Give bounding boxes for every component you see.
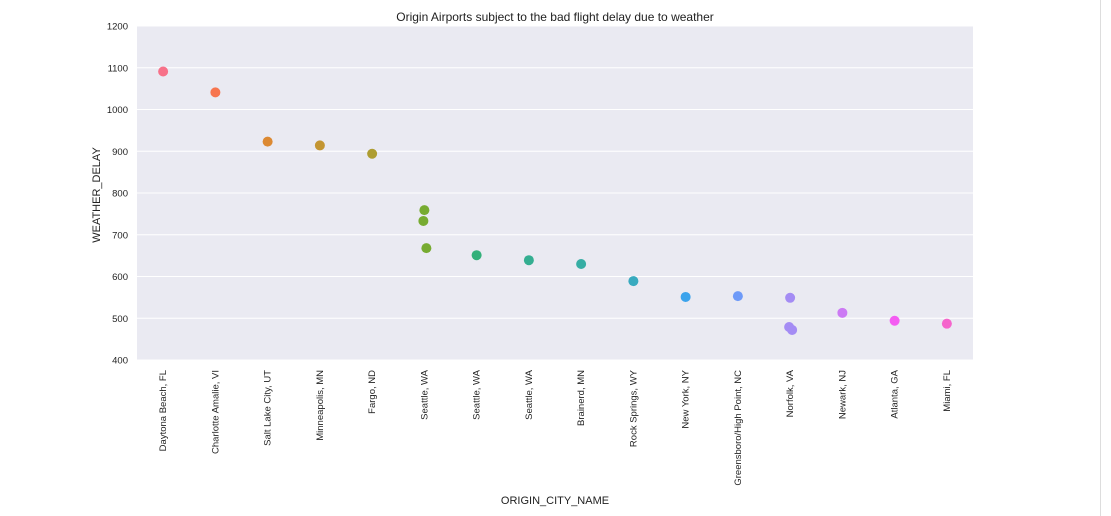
x-tick-label: Minneapolis, MN	[315, 370, 326, 441]
data-point	[941, 318, 952, 329]
x-axis-ticks: Daytona Beach, FL Charlotte Amalie, VI Sal…	[158, 369, 953, 485]
data-point	[523, 255, 534, 266]
x-tick-label: Greensboro/High Point, NC	[733, 370, 744, 486]
data-point	[418, 215, 429, 226]
y-tick-label: 1000	[107, 105, 128, 116]
gridlines	[137, 25, 973, 361]
x-axis-label: ORIGIN_CITY_NAME	[501, 495, 609, 507]
data-point	[471, 250, 482, 261]
y-tick-label: 1100	[108, 63, 128, 74]
x-tick-label: Atlanta, GA	[890, 369, 901, 418]
data-point	[628, 276, 639, 287]
x-tick-label: Charlotte Amalie, VI	[210, 370, 221, 454]
y-tick-label: 1200	[107, 22, 128, 33]
y-axis-ticks: 400 500 600 700 800 900 1000 1100 1200	[107, 22, 128, 367]
data-point	[680, 291, 691, 302]
x-tick-label: Newark, NJ	[837, 370, 848, 419]
x-tick-label: Rock Springs, WY	[628, 369, 639, 447]
x-tick-label: Salt Lake City, UT	[263, 370, 274, 446]
data-point	[787, 324, 798, 335]
y-tick-label: 700	[112, 230, 128, 241]
data-point	[314, 140, 325, 151]
y-axis-label: WEATHER_DELAY	[91, 147, 103, 243]
data-point	[367, 148, 378, 159]
x-tick-label: New York, NY	[681, 369, 692, 428]
data-point	[210, 87, 221, 98]
x-tick-label: Miami, FL	[942, 370, 953, 412]
x-tick-label: Seattle, WA	[524, 369, 535, 419]
x-tick-label: Seattle, WA	[419, 369, 430, 419]
x-tick-label: Daytona Beach, FL	[158, 370, 169, 451]
data-point	[785, 292, 796, 303]
y-tick-label: 400	[112, 356, 128, 367]
y-tick-label: 600	[112, 272, 128, 283]
x-tick-label: Brainerd, MN	[576, 370, 587, 426]
data-point	[158, 66, 169, 77]
data-point	[262, 136, 273, 147]
data-points	[158, 66, 952, 335]
data-point	[421, 243, 432, 254]
x-tick-label: Norfolk, VA	[785, 369, 796, 417]
data-point	[732, 291, 743, 302]
y-tick-label: 500	[112, 314, 128, 325]
data-point	[889, 315, 900, 326]
x-tick-label: Seattle, WA	[472, 369, 483, 419]
y-tick-label: 800	[112, 189, 128, 200]
y-tick-label: 900	[112, 147, 128, 158]
data-point	[837, 307, 848, 318]
data-point	[419, 205, 430, 216]
data-point	[576, 258, 587, 269]
window-edge	[1100, 0, 1101, 516]
chart-title: Origin Airports subject to the bad fligh…	[396, 10, 714, 24]
x-tick-label: Fargo, ND	[367, 370, 378, 414]
